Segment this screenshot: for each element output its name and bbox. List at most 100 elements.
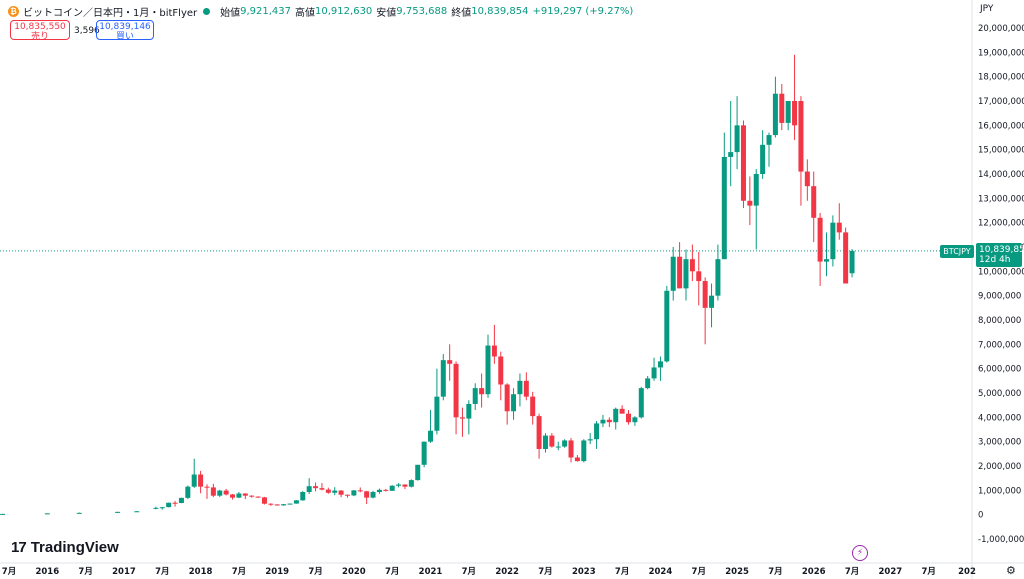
candle-body: [753, 174, 759, 206]
x-tick-label: 7月: [538, 567, 552, 577]
candle-body: [293, 500, 299, 504]
y-tick-label: 12,000,000: [978, 219, 1024, 229]
x-tick-label: 7月: [845, 567, 859, 577]
candle-body: [606, 419, 612, 423]
candle-body: [670, 256, 676, 291]
candle-body: [236, 493, 242, 498]
y-tick-label: 4,000,000: [978, 413, 1021, 423]
symbol-title[interactable]: ビットコイン／日本円・1月・bitFlyer: [23, 7, 198, 19]
candle-body: [440, 360, 446, 397]
candle-body: [434, 396, 440, 431]
candle-body: [370, 492, 376, 498]
candle-body: [709, 295, 715, 308]
candle-body: [511, 394, 517, 412]
candle-body: [466, 403, 472, 419]
candle-body: [447, 360, 453, 364]
settings-icon[interactable]: ⚙: [1006, 564, 1016, 577]
x-tick-label: 7月: [921, 567, 935, 577]
candle-body: [376, 489, 382, 493]
candle-body: [402, 484, 408, 487]
candle-body: [383, 489, 389, 491]
candle-body: [357, 490, 363, 492]
candle-body: [44, 513, 50, 515]
high-label: 高値: [295, 7, 316, 19]
candle-body: [523, 380, 529, 397]
low-value: 9,753,688: [396, 5, 448, 17]
candle-body: [549, 435, 555, 447]
y-tick-label: 8,000,000: [978, 316, 1021, 326]
currency-label[interactable]: JPY: [980, 4, 994, 14]
candle-body: [696, 271, 702, 282]
candle-body: [657, 361, 663, 368]
x-tick-label: 7月: [308, 567, 322, 577]
candle-body: [504, 384, 510, 412]
candle-body: [415, 464, 421, 481]
candle-body: [204, 486, 210, 488]
flash-icon[interactable]: ⚡: [852, 545, 868, 561]
x-tick-label: 7月: [155, 567, 169, 577]
candle-body: [772, 93, 778, 136]
sell-button[interactable]: 10,835,550 売り: [10, 20, 70, 42]
x-tick-label: 7月: [232, 567, 246, 577]
bitcoin-icon: ₿: [8, 5, 19, 17]
candle-body: [574, 457, 580, 462]
candle-body: [798, 101, 804, 172]
candle-body: [721, 156, 727, 260]
candle-body: [555, 446, 561, 448]
candle-body: [491, 345, 497, 357]
y-tick-label: 9,000,000: [978, 292, 1021, 302]
candle-body: [728, 152, 734, 157]
candle-body: [421, 441, 427, 465]
y-tick-label: 20,000,000: [978, 24, 1024, 34]
candle-body: [645, 378, 651, 389]
candle-body: [287, 503, 293, 505]
low-label: 安値: [376, 7, 397, 19]
candle-body: [619, 408, 625, 414]
x-tick-label: 7月: [768, 567, 782, 577]
candle-body: [159, 507, 165, 509]
candle-body: [408, 480, 414, 487]
x-tick-label: 2016: [35, 567, 59, 577]
candle-body: [459, 417, 465, 419]
candle-body: [185, 486, 191, 498]
buy-button[interactable]: 10,839,146 買い: [96, 20, 154, 42]
x-tick-label: 2023: [572, 567, 596, 577]
candle-body: [166, 502, 172, 508]
candle-body: [344, 494, 350, 496]
tradingview-logo[interactable]: 17 TradingView: [11, 539, 119, 556]
candle-body: [734, 125, 740, 153]
candle-body: [689, 259, 695, 272]
open-value: 9,921,437: [240, 5, 292, 17]
status-dot-icon: [203, 7, 211, 15]
candle-body: [677, 256, 683, 289]
candle-body: [172, 502, 178, 504]
candle-body: [530, 396, 536, 417]
candle-body: [396, 484, 402, 486]
candle-body: [849, 250, 855, 274]
chart-header: ₿ ビットコイン／日本円・1月・bitFlyer 始値 9,921,437 高値 1…: [8, 3, 633, 19]
last-price: 10,839,854: [979, 244, 1024, 255]
x-tick-label: 7月: [385, 567, 399, 577]
y-tick-label: -1,000,000: [978, 535, 1024, 545]
buy-label: 買い: [115, 32, 134, 42]
x-tick-label: 7月: [692, 567, 706, 577]
sell-price: 10,835,550: [14, 22, 66, 32]
candle-body: [364, 491, 370, 498]
candle-body: [485, 345, 491, 395]
candle-body: [453, 363, 459, 418]
y-tick-label: 0: [978, 511, 983, 521]
candle-body: [626, 413, 632, 423]
candle-body: [843, 232, 849, 284]
candle-body: [811, 186, 817, 218]
candle-body: [0, 513, 6, 515]
candle-body: [823, 259, 829, 262]
candle-body: [268, 503, 274, 505]
high-value: 10,912,630: [315, 5, 373, 17]
candle-body: [779, 93, 785, 123]
candle-body: [210, 487, 216, 496]
candle-body: [804, 171, 810, 187]
candle-body: [568, 440, 574, 458]
candle-body: [306, 486, 312, 493]
x-tick-label: 7月: [78, 567, 92, 577]
